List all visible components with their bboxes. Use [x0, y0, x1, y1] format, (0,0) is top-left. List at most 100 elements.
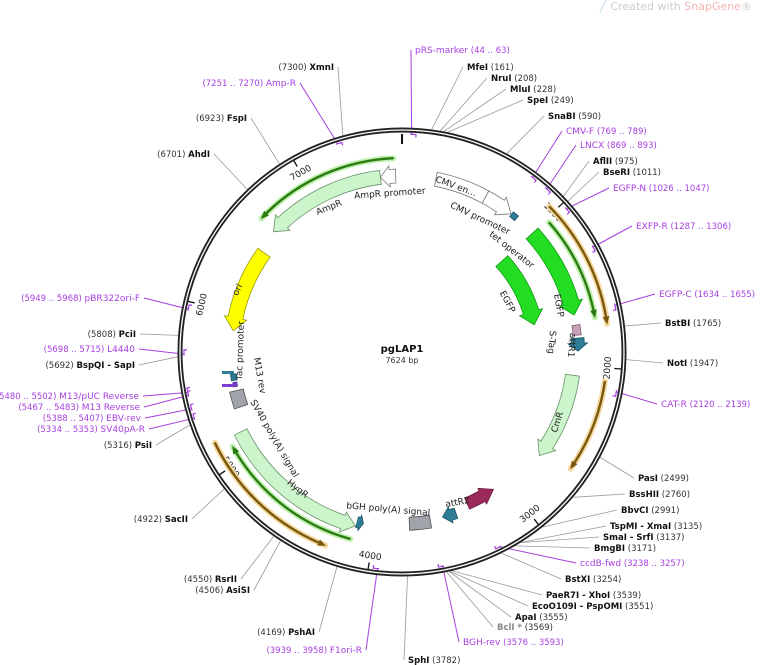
- site-label[interactable]: NotI (1947): [667, 359, 718, 369]
- primer-label[interactable]: (5388 .. 5407) EBV-rev: [43, 414, 142, 424]
- primer-name: pRS-marker: [415, 46, 468, 56]
- site-leader-line: [250, 117, 280, 165]
- primer-label[interactable]: CMV-F (769 .. 789): [566, 127, 647, 137]
- site-label[interactable]: BclI * (3569): [497, 623, 553, 633]
- site-leader-line: [213, 153, 248, 190]
- primer-name: M13/pUC Reverse: [59, 392, 139, 402]
- site-label[interactable]: BbvCI (2991): [621, 506, 679, 516]
- site-label[interactable]: TspMI - XmaI (3135): [610, 522, 702, 532]
- primer-label[interactable]: (7251 .. 7270) Amp-R: [202, 79, 296, 89]
- primer-range: (5467 .. 5483): [18, 403, 79, 413]
- site-label[interactable]: SmaI - SrfI (3137): [603, 533, 684, 543]
- ring-tick: [533, 518, 539, 525]
- primer-name: CAT-R: [661, 400, 687, 410]
- site-label[interactable]: MfeI (161): [467, 63, 514, 73]
- primer-leader-line: [499, 546, 577, 564]
- primer-label[interactable]: LNCX (869 .. 893): [580, 141, 657, 151]
- site-position: (4550): [184, 575, 212, 585]
- feature-element: [355, 514, 364, 532]
- primer-range: (7251 .. 7270): [202, 79, 263, 89]
- primer-label[interactable]: (5698 .. 5715) L4440: [44, 345, 136, 355]
- feature-label: EGFP: [497, 289, 517, 315]
- site-label[interactable]: SpeI (249): [527, 96, 574, 106]
- site-label[interactable]: (6701) AhdI: [157, 150, 210, 160]
- site-label[interactable]: (5808) PciI: [88, 330, 136, 340]
- site-label[interactable]: (4922) SacII: [134, 515, 188, 525]
- site-label[interactable]: NruI (208): [491, 74, 537, 84]
- site-position: (3137): [656, 533, 684, 543]
- site-label[interactable]: PasI (2499): [638, 474, 689, 484]
- site-position: (3551): [625, 602, 653, 612]
- site-position: (1011): [633, 168, 661, 178]
- site-name: BstBI: [665, 319, 690, 329]
- site-name: BspQI - SapI: [76, 361, 135, 371]
- site-position: (5316): [104, 441, 132, 451]
- site-position: (2991): [651, 506, 679, 516]
- site-label[interactable]: (6923) FspI: [196, 114, 247, 124]
- primer-label[interactable]: EGFP-N (1026 .. 1047): [613, 184, 709, 194]
- primer-label[interactable]: BGH-rev (3576 .. 3593): [463, 638, 564, 648]
- primer-leader-line: [138, 348, 185, 355]
- site-leader-line: [403, 576, 408, 661]
- site-label[interactable]: BstBI (1765): [665, 319, 721, 329]
- orf-line: [547, 221, 597, 319]
- site-label[interactable]: SnaBI (590): [548, 112, 601, 122]
- site-leader-line: [318, 566, 338, 633]
- site-position: (228): [533, 85, 556, 95]
- watermark-suffix: ®: [741, 0, 752, 13]
- primer-label[interactable]: (5334 .. 5353) SV40pA-R: [37, 425, 145, 435]
- site-leader-line: [447, 99, 524, 133]
- site-position: (208): [514, 74, 537, 84]
- site-name: BbvCI: [621, 506, 649, 516]
- site-name: PasI: [638, 474, 658, 484]
- site-label[interactable]: SphI (3782): [408, 656, 460, 665]
- site-label[interactable]: ApaI (3555): [515, 613, 568, 623]
- site-label[interactable]: MluI (228): [510, 85, 556, 95]
- primer-label[interactable]: EXFP-R (1287 .. 1306): [636, 222, 731, 232]
- tick-label: 4000: [358, 550, 382, 563]
- primer-label[interactable]: (5949 .. 5968) pBR322ori-F: [21, 294, 140, 304]
- lac-operator-mark: [222, 371, 234, 374]
- site-label[interactable]: AflII (975): [593, 157, 638, 167]
- features: [211, 155, 611, 549]
- primer-name: EXFP-R: [636, 222, 668, 232]
- site-position: (4506): [195, 586, 223, 596]
- site-leader-line: [542, 509, 618, 528]
- feature-bgh-poly-a-signal: [408, 514, 433, 531]
- site-label[interactable]: (4550) RsrII: [184, 575, 237, 585]
- primer-name: EBV-rev: [106, 414, 142, 424]
- site-leader-line: [448, 571, 512, 618]
- site-label[interactable]: (7300) XmnI: [278, 63, 334, 73]
- feature-cmv-promoter: [481, 190, 512, 216]
- ring-tick: [614, 367, 622, 370]
- site-label[interactable]: (4506) AsiSI: [195, 586, 250, 596]
- primer-label[interactable]: (3939 .. 3958) F1ori-R: [266, 646, 362, 656]
- site-leader-line: [449, 570, 529, 607]
- site-label[interactable]: EcoO109I - PspOMI (3551): [532, 602, 653, 612]
- site-name: ApaI: [515, 613, 537, 623]
- primer-label[interactable]: EGFP-C (1634 .. 1655): [659, 290, 755, 300]
- primer-label[interactable]: (5467 .. 5483) M13 Reverse: [18, 403, 140, 413]
- site-label[interactable]: (5692) BspQI - SapI: [45, 361, 135, 371]
- site-label[interactable]: BstXI (3254): [565, 575, 621, 585]
- primer-leader-line: [616, 391, 658, 405]
- site-label[interactable]: (5316) PsiI: [104, 441, 152, 451]
- site-label[interactable]: BmgBI (3171): [594, 544, 656, 554]
- primer-label[interactable]: pRS-marker (44 .. 63): [415, 46, 510, 56]
- primer-label[interactable]: CAT-R (2120 .. 2139): [661, 400, 750, 410]
- site-leader-line: [624, 322, 662, 327]
- site-position: (3555): [539, 613, 567, 623]
- site-position: (6923): [196, 114, 224, 124]
- watermark-brand: SnapGene: [684, 0, 741, 13]
- site-leader-line: [573, 493, 626, 498]
- site-label[interactable]: BseRI (1011): [603, 168, 661, 178]
- primer-name: EGFP-C: [659, 290, 692, 300]
- primer-label[interactable]: ccdB-fwd (3238 .. 3257): [580, 559, 685, 569]
- site-label[interactable]: (4169) PshAI: [257, 628, 315, 638]
- site-label[interactable]: PaeR7I - XhoI (3539): [546, 591, 641, 601]
- site-label[interactable]: BssHII (2760): [629, 490, 690, 500]
- snapgene-logo-icon: ╱: [599, 0, 607, 13]
- primer-name: M13 Reverse: [82, 403, 141, 413]
- primer-label[interactable]: (5480 .. 5502) M13/pUC Reverse: [0, 392, 139, 402]
- primer-leader-line: [365, 568, 378, 651]
